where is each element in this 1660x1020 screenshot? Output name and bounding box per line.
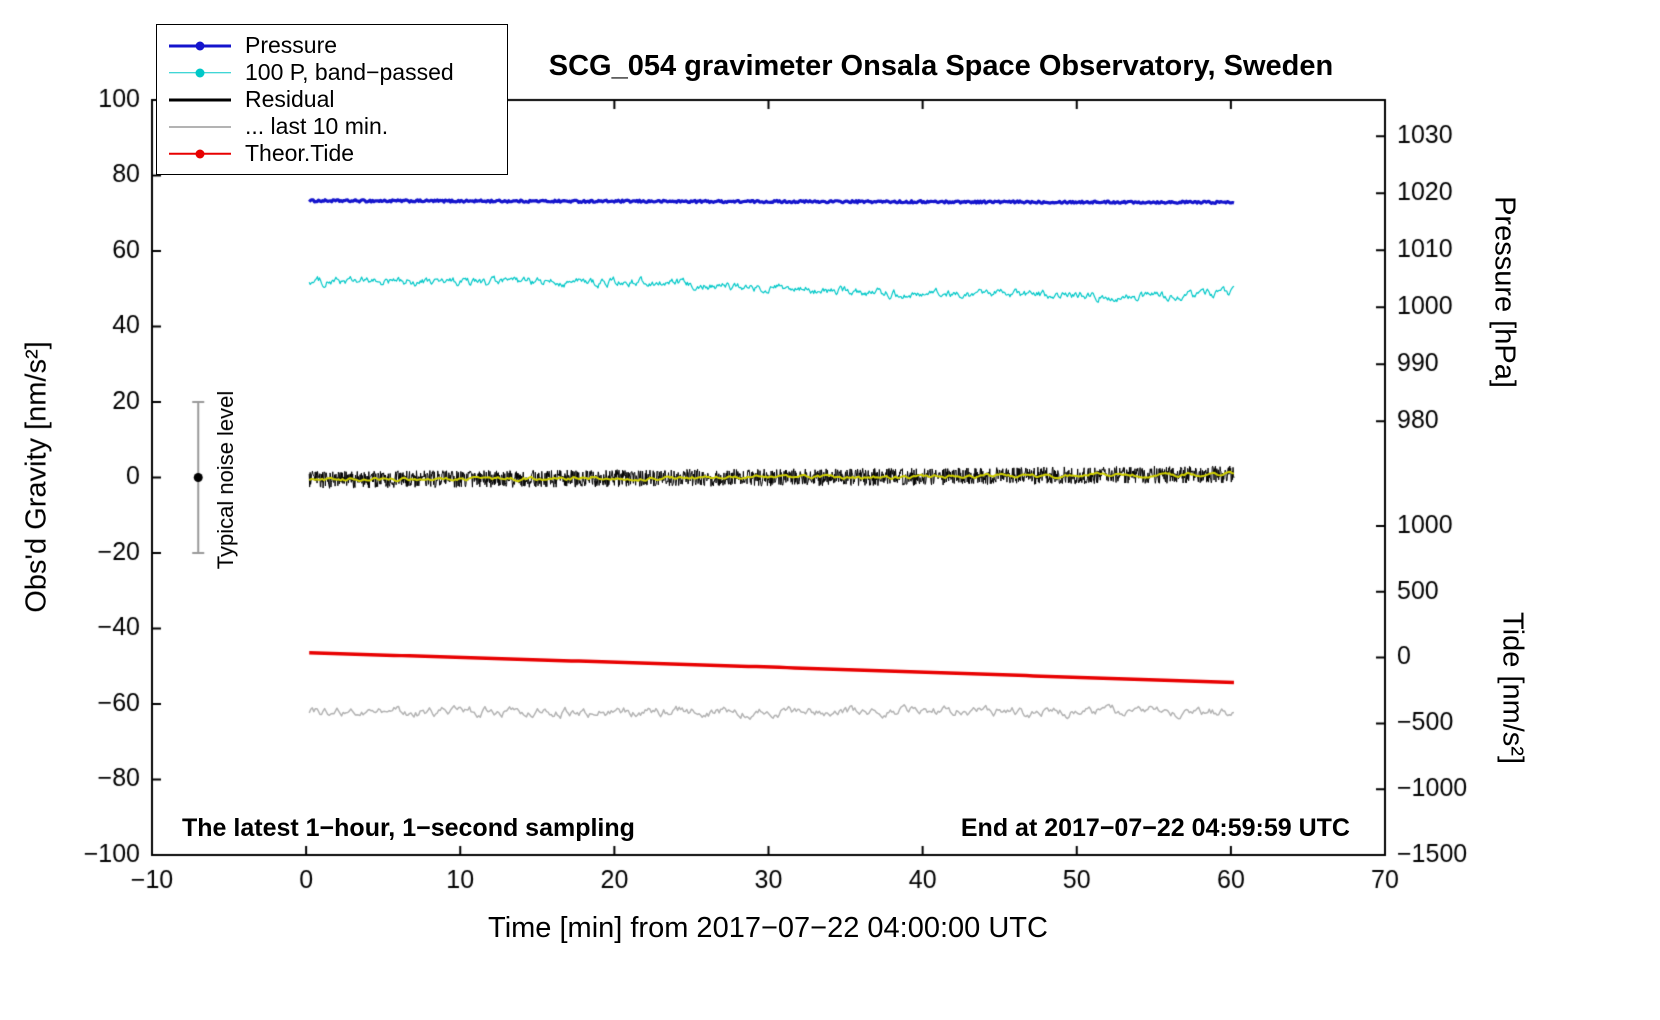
y-axis-label-gravity: Obs'd Gravity [nm/s²] — [20, 341, 53, 613]
legend-item-pressure: Pressure — [169, 32, 507, 59]
legend-label-pressure: Pressure — [245, 32, 338, 58]
legend-marker-last-10-min — [169, 119, 231, 135]
noise-level-label: Typical noise level — [213, 390, 238, 570]
legend-label-last-10-min: ... last 10 min. — [245, 113, 389, 139]
legend-marker-bandpassed-pressure — [169, 65, 231, 81]
legend-marker-theor-tide — [169, 146, 231, 162]
y-axis-label-tide: Tide [nm/s²] — [1496, 611, 1529, 765]
end-time-note: End at 2017−07−22 04:59:59 UTC — [960, 814, 1350, 842]
x-axis-label: Time [min] from 2017−07−22 04:00:00 UTC — [488, 912, 1048, 944]
legend-item-theor-tide: Theor.Tide — [169, 140, 507, 167]
legend-label-theor-tide: Theor.Tide — [245, 140, 355, 166]
legend-item-bandpassed-pressure: 100 P, band−passed — [169, 59, 507, 86]
chart-title: SCG_054 gravimeter Onsala Space Observat… — [548, 50, 1334, 82]
sampling-note: The latest 1−hour, 1−second sampling — [182, 814, 635, 842]
legend-item-last-10-min: ... last 10 min. — [169, 113, 507, 140]
legend-label-bandpassed-pressure: 100 P, band−passed — [245, 59, 454, 85]
legend-label-residual: Residual — [245, 86, 335, 112]
legend: Pressure 100 P, band−passed Residual ...… — [156, 24, 508, 175]
legend-item-residual: Residual — [169, 86, 507, 113]
legend-marker-residual — [169, 92, 231, 108]
y-axis-label-pressure: Pressure [hPa] — [1488, 196, 1521, 388]
legend-marker-pressure — [169, 38, 231, 54]
